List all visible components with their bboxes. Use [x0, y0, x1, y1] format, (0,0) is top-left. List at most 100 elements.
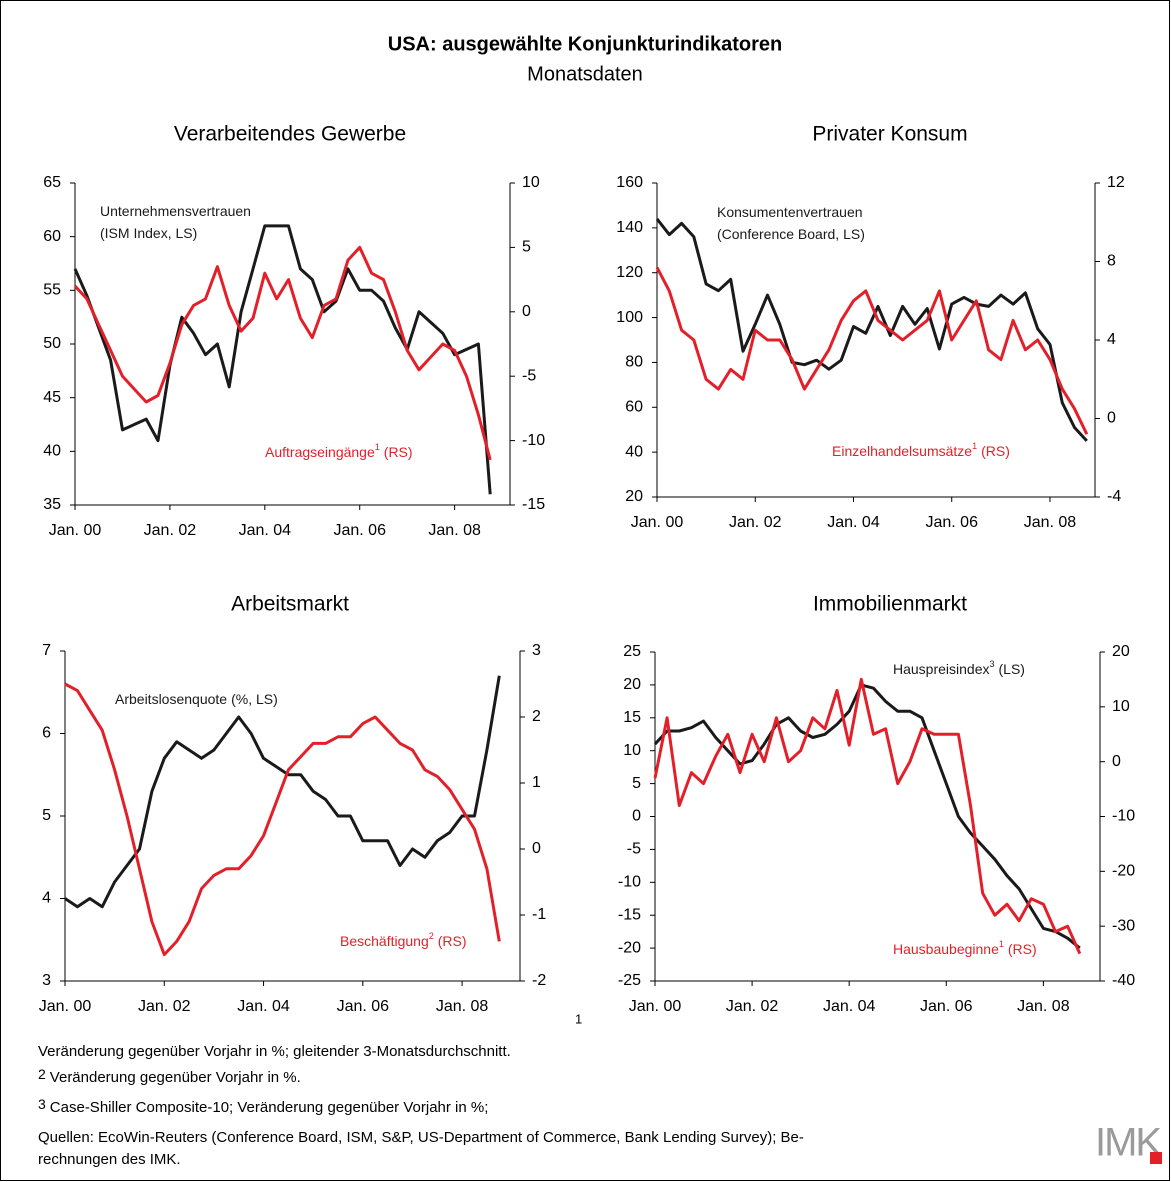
- y2-tick-label: -15: [522, 496, 545, 513]
- sources: rechnungen des IMK.: [38, 1151, 181, 1168]
- series-label: Arbeitslosenquote (%, LS): [115, 691, 278, 707]
- x-tick-label: Jan. 08: [1024, 514, 1077, 531]
- y2-tick-label: 20: [1112, 643, 1130, 660]
- y-tick-label: 3: [42, 972, 51, 989]
- series-side: (RS): [981, 443, 1010, 459]
- series-line: [64, 682, 501, 957]
- series-label: Hausbaubeginne1 (RS): [893, 939, 1037, 956]
- y2-tick-label: -30: [1112, 917, 1135, 934]
- y-tick-label: 35: [43, 496, 61, 513]
- x-tick-label: Jan. 00: [39, 998, 92, 1015]
- y2-tick-label: 1: [532, 774, 541, 791]
- series-label: Unternehmensvertrauen (ISM Index, LS): [100, 203, 251, 241]
- subtitle: Monatsdaten: [527, 63, 643, 85]
- footnote-text: Veränderung gegenüber Vorjahr in %.: [50, 1069, 301, 1086]
- series-label: Einzelhandelsumsätze1 (RS): [832, 441, 1010, 458]
- x-tick-label: Jan. 04: [237, 998, 290, 1015]
- y2-tick-label: 2: [532, 708, 541, 725]
- series-line: [64, 675, 501, 909]
- series-label: Beschäftigung2 (RS): [340, 931, 467, 948]
- series-line: [73, 224, 492, 495]
- footnote: Veränderung gegenüber Vorjahr in %; glei…: [38, 1043, 511, 1060]
- x-tick-label: Jan. 06: [333, 522, 386, 539]
- series-line: [653, 677, 1082, 955]
- y-tick-label: 15: [623, 709, 641, 726]
- x-tick-label: Jan. 04: [239, 522, 292, 539]
- footnote-mark: 1: [575, 1011, 582, 1026]
- series-line: [655, 266, 1089, 435]
- panel-title: Arbeitsmarkt: [231, 593, 349, 616]
- y2-tick-label: -5: [522, 367, 536, 384]
- y2-tick-label: 8: [1107, 253, 1116, 270]
- y-tick-label: 6: [42, 725, 51, 742]
- y-tick-label: 7: [42, 642, 51, 659]
- footnote-text: Case-Shiller Composite-10; Veränderung g…: [50, 1099, 489, 1116]
- x-tick-label: Jan. 04: [823, 998, 876, 1015]
- series-label: Auftragseingänge1 (RS): [265, 442, 413, 459]
- y2-tick-label: 0: [532, 840, 541, 857]
- series-name: Konsumentenvertrauen: [717, 204, 863, 220]
- series-line: [73, 245, 492, 461]
- series-line: [655, 217, 1088, 442]
- y2-tick-label: 5: [522, 239, 531, 256]
- x-tick-label: Jan. 00: [629, 998, 682, 1015]
- y2-tick-label: 0: [1112, 753, 1121, 770]
- series-note: 2: [429, 931, 434, 941]
- y2-tick-label: 12: [1107, 174, 1125, 191]
- y-tick-label: -5: [627, 841, 641, 858]
- y2-tick-label: 0: [1107, 410, 1116, 427]
- series-side: (RS): [438, 933, 467, 949]
- x-tick-label: Jan. 08: [1017, 998, 1070, 1015]
- x-tick-label: Jan. 06: [337, 998, 390, 1015]
- series-line: [653, 683, 1081, 950]
- series-note: 1: [375, 442, 380, 452]
- y2-tick-label: -20: [1112, 863, 1135, 880]
- series-label: Konsumentenvertrauen (Conference Board, L…: [717, 204, 865, 242]
- y-tick-label: 0: [632, 808, 641, 825]
- series-name: Arbeitslosenquote: [115, 691, 227, 707]
- y2-tick-label: -40: [1112, 972, 1135, 989]
- y2-tick-label: -2: [532, 972, 546, 989]
- y-tick-label: 5: [42, 807, 51, 824]
- x-tick-label: Jan. 08: [428, 522, 481, 539]
- y-tick-label: 40: [625, 443, 643, 460]
- y-tick-label: 55: [43, 282, 61, 299]
- x-tick-label: Jan. 00: [631, 514, 684, 531]
- y-tick-label: 120: [616, 264, 643, 281]
- series-note: 3: [990, 659, 995, 669]
- series-name: Unternehmensvertrauen: [100, 203, 251, 219]
- y-tick-label: 60: [625, 399, 643, 416]
- x-tick-label: Jan. 08: [436, 998, 489, 1015]
- x-tick-label: Jan. 02: [729, 514, 782, 531]
- y-tick-label: 20: [623, 676, 641, 693]
- series-name: Beschäftigung: [340, 933, 429, 949]
- series-note: 1: [972, 441, 977, 451]
- x-tick-label: Jan. 04: [827, 514, 880, 531]
- y2-tick-label: 10: [522, 174, 540, 191]
- y2-tick-label: 3: [532, 642, 541, 659]
- footnote: 2 Veränderung gegenüber Vorjahr in %.: [38, 1066, 301, 1086]
- y-tick-label: 4: [42, 890, 51, 907]
- logo-square: [1150, 1152, 1162, 1164]
- series-side: (LS): [999, 661, 1025, 677]
- y-tick-label: -10: [618, 874, 641, 891]
- y-tick-label: 40: [43, 443, 61, 460]
- panel-title: Verarbeitendes Gewerbe: [174, 123, 406, 146]
- x-tick-label: Jan. 02: [726, 998, 779, 1015]
- y-tick-label: 5: [632, 775, 641, 792]
- y-tick-label: 160: [616, 174, 643, 191]
- y-tick-label: 45: [43, 389, 61, 406]
- x-tick-label: Jan. 06: [920, 998, 973, 1015]
- y-tick-label: 60: [43, 228, 61, 245]
- y-tick-label: 100: [616, 309, 643, 326]
- y2-tick-label: -10: [522, 432, 545, 449]
- x-tick-label: Jan. 06: [925, 514, 978, 531]
- panel-title: Immobilienmarkt: [813, 593, 967, 616]
- y2-tick-label: -4: [1107, 488, 1121, 505]
- footnote-mark: 2: [38, 1066, 46, 1082]
- y2-tick-label: -10: [1112, 808, 1135, 825]
- y2-tick-label: -1: [532, 906, 546, 923]
- y-tick-label: 10: [623, 742, 641, 759]
